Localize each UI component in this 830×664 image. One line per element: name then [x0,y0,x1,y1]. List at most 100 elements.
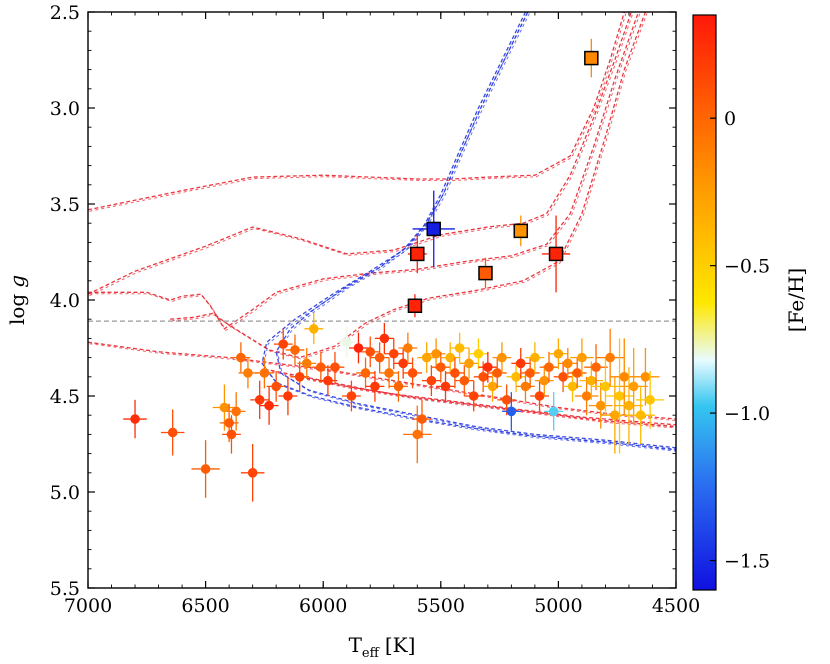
star-marker [581,391,592,401]
star-marker [605,352,615,363]
star-30 [370,342,390,373]
star-marker [483,362,493,373]
star-3 [191,440,220,498]
star-67 [544,392,564,431]
star-47 [450,332,470,364]
star-marker [539,375,550,386]
star-marker-square [513,223,529,239]
star-marker [353,343,364,353]
star-63 [525,342,545,373]
star-10 [238,357,258,389]
star-marker [259,368,270,378]
star-marker [417,414,427,424]
star-77 [588,382,613,429]
y-tick-label: 4.0 [50,290,80,312]
x-tick-label: 5500 [417,595,465,617]
star-marker [365,347,376,357]
star-marker [374,352,385,363]
star-marker [506,406,517,417]
star-marker [478,372,488,382]
highlighted-star-3 [407,234,427,274]
highlighted-star-2 [412,190,455,268]
star-27 [356,357,375,389]
star-marker [264,400,274,411]
star-65 [534,365,554,396]
star-marker [370,381,380,392]
isochrone-3-shadow [89,13,641,332]
star-28 [360,336,380,368]
y-tick-label: 4.5 [50,386,80,408]
x-axis-ticks: 7000 6500 6000 5500 5000 4500 [64,12,700,617]
star-17 [285,334,305,366]
star-marker [341,337,352,348]
star-73 [570,338,594,377]
star-24 [337,326,357,358]
star-18 [290,361,310,393]
star-marker [619,372,630,382]
star-marker-square [478,265,493,281]
highlighted-star-4 [513,215,529,247]
y-tick-label: 2.5 [50,2,80,24]
star-marker [130,414,140,424]
star-marker [645,395,655,405]
colorbar-gradient [692,14,717,591]
star-64 [530,380,549,412]
star-marker [628,381,639,392]
colorbar-label: [Fe/H] [784,268,808,332]
star-marker [563,358,573,369]
y-tick-label: 5.5 [50,578,80,600]
star-54 [483,371,502,402]
star-marker [468,391,479,401]
star-marker [393,381,404,392]
isochrone-8-shadow [277,13,676,450]
star-marker [497,352,507,363]
star-66 [539,351,559,383]
x-tick-label: 7000 [64,595,112,617]
star-4 [240,444,265,502]
star-marker [586,375,597,386]
star-12 [254,357,274,389]
star-36 [398,332,418,364]
x-axis-label-subscript: eff [362,646,381,661]
star-marker [553,348,564,359]
star-marker [544,362,554,373]
colorbar-tick-label: −1.5 [724,551,770,573]
star-marker [294,372,305,382]
y-tick-label: 3.5 [50,194,80,216]
star-marker [459,375,470,386]
star-marker-square [407,298,423,314]
star-marker [572,368,583,378]
star-marker [640,372,651,382]
star-marker [398,358,408,369]
star-marker [346,391,357,401]
colorbar-ticks: 0 −0.5 −1.0 −1.5 [710,108,770,573]
star-marker [464,358,474,369]
star-marker [379,333,390,344]
plot-frame [87,11,677,589]
star-marker [407,368,418,378]
star-marker-square [548,246,564,262]
isochrone-3 [88,12,640,330]
star-marker [600,381,611,392]
star-marker [558,372,568,382]
star-marker [247,468,258,478]
isochrone-1 [88,12,625,211]
star-marker [595,400,606,411]
star-marker [388,348,399,359]
star-7 [222,415,241,454]
star-marker [219,402,230,413]
x-tick-label: 4500 [652,595,700,617]
star-11 [250,380,270,420]
star-1 [123,399,147,439]
star-marker [567,381,578,392]
y-axis-label-variable: g [5,275,29,288]
isochrone-5 [88,341,676,420]
isochrone-5-shadow [89,343,676,421]
star-20 [304,313,324,345]
star-marker [421,352,432,363]
y-axis-label-main: log [5,294,29,325]
x-tick-label: 6000 [299,595,347,617]
star-38 [403,405,432,464]
star-41 [421,365,441,396]
